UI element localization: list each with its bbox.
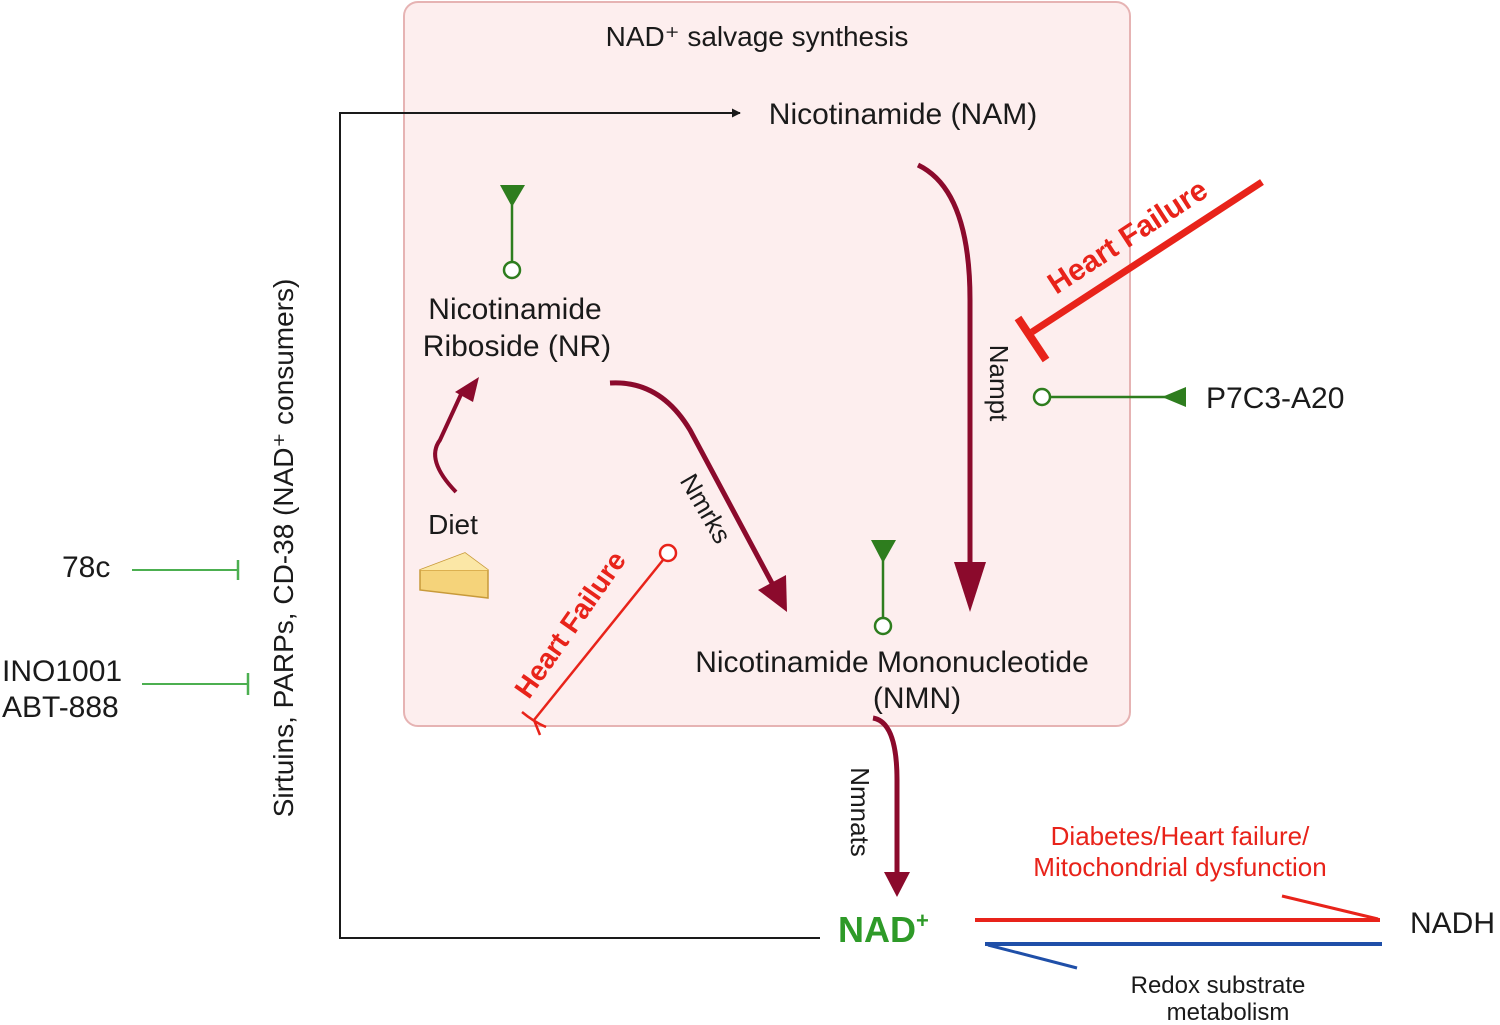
nmn-node-line2: (NMN) — [873, 682, 961, 715]
redox-bottom-line2: metabolism — [1167, 999, 1290, 1025]
p7c3-label: P7C3-A20 — [1206, 382, 1344, 415]
redox-top-line1: Diabetes/Heart failure/ — [1051, 821, 1310, 851]
nr-node-line1: Nicotinamide — [428, 293, 601, 326]
redox-top-line2: Mitochondrial dysfunction — [1033, 852, 1326, 882]
redox-bottom-line1: Redox substrate — [1131, 972, 1306, 999]
redox-forward-barb — [1281, 894, 1379, 921]
nmrks-arrow — [609, 380, 776, 587]
nmn-node-line1: Nicotinamide Mononucleotide — [695, 646, 1089, 679]
hf2-circle — [658, 543, 678, 563]
p7c3-circle — [1032, 387, 1052, 407]
nr-triangle — [500, 185, 525, 207]
nadh-node: NADH — [1410, 907, 1495, 940]
hf1-inhibit-bar — [1014, 315, 1050, 363]
salvage-box — [403, 1, 1131, 727]
nmn-circle — [873, 616, 893, 636]
consumer-loop-line — [339, 108, 820, 939]
diet-label: Diet — [428, 509, 478, 540]
nad-node: NAD+ — [838, 908, 929, 950]
diet-to-nr-arrowhead — [455, 377, 479, 402]
nam-node: Nicotinamide (NAM) — [769, 98, 1037, 131]
hf1-inhibit-line — [1030, 179, 1264, 335]
diet-to-nr-arrow — [433, 389, 465, 494]
cheese-icon — [419, 552, 489, 599]
nmnats-label: Nmnats — [845, 767, 875, 857]
nmrks-arrowhead — [758, 575, 787, 612]
nmnats-arrow — [872, 715, 900, 872]
consumers-label: Sirtuins, PARPs, CD-38 (NAD⁺ consumers) — [268, 279, 299, 818]
nampt-label: Nampt — [984, 345, 1014, 422]
inhibitor-abt888-label: ABT-888 — [2, 691, 119, 724]
nad-node-text: NAD — [838, 909, 916, 950]
nmn-triangle — [871, 540, 896, 563]
hf2-line — [533, 559, 664, 721]
nad-node-sup: + — [916, 908, 929, 933]
redox-reverse-barb — [987, 943, 1078, 970]
nampt-arrow — [916, 162, 973, 565]
p7c3-triangle — [1162, 387, 1186, 407]
nr-circle — [502, 260, 522, 280]
salvage-box-title: NAD⁺ salvage synthesis — [606, 21, 909, 52]
nampt-arrowhead — [954, 562, 986, 612]
hf2-fork — [521, 711, 547, 736]
inhibitor-78c-label: 78c — [62, 551, 110, 584]
inhibitor-ino1001-label: INO1001 — [2, 655, 122, 688]
nr-node-line2: Riboside (NR) — [423, 330, 611, 363]
nmnats-arrowhead — [884, 872, 910, 897]
